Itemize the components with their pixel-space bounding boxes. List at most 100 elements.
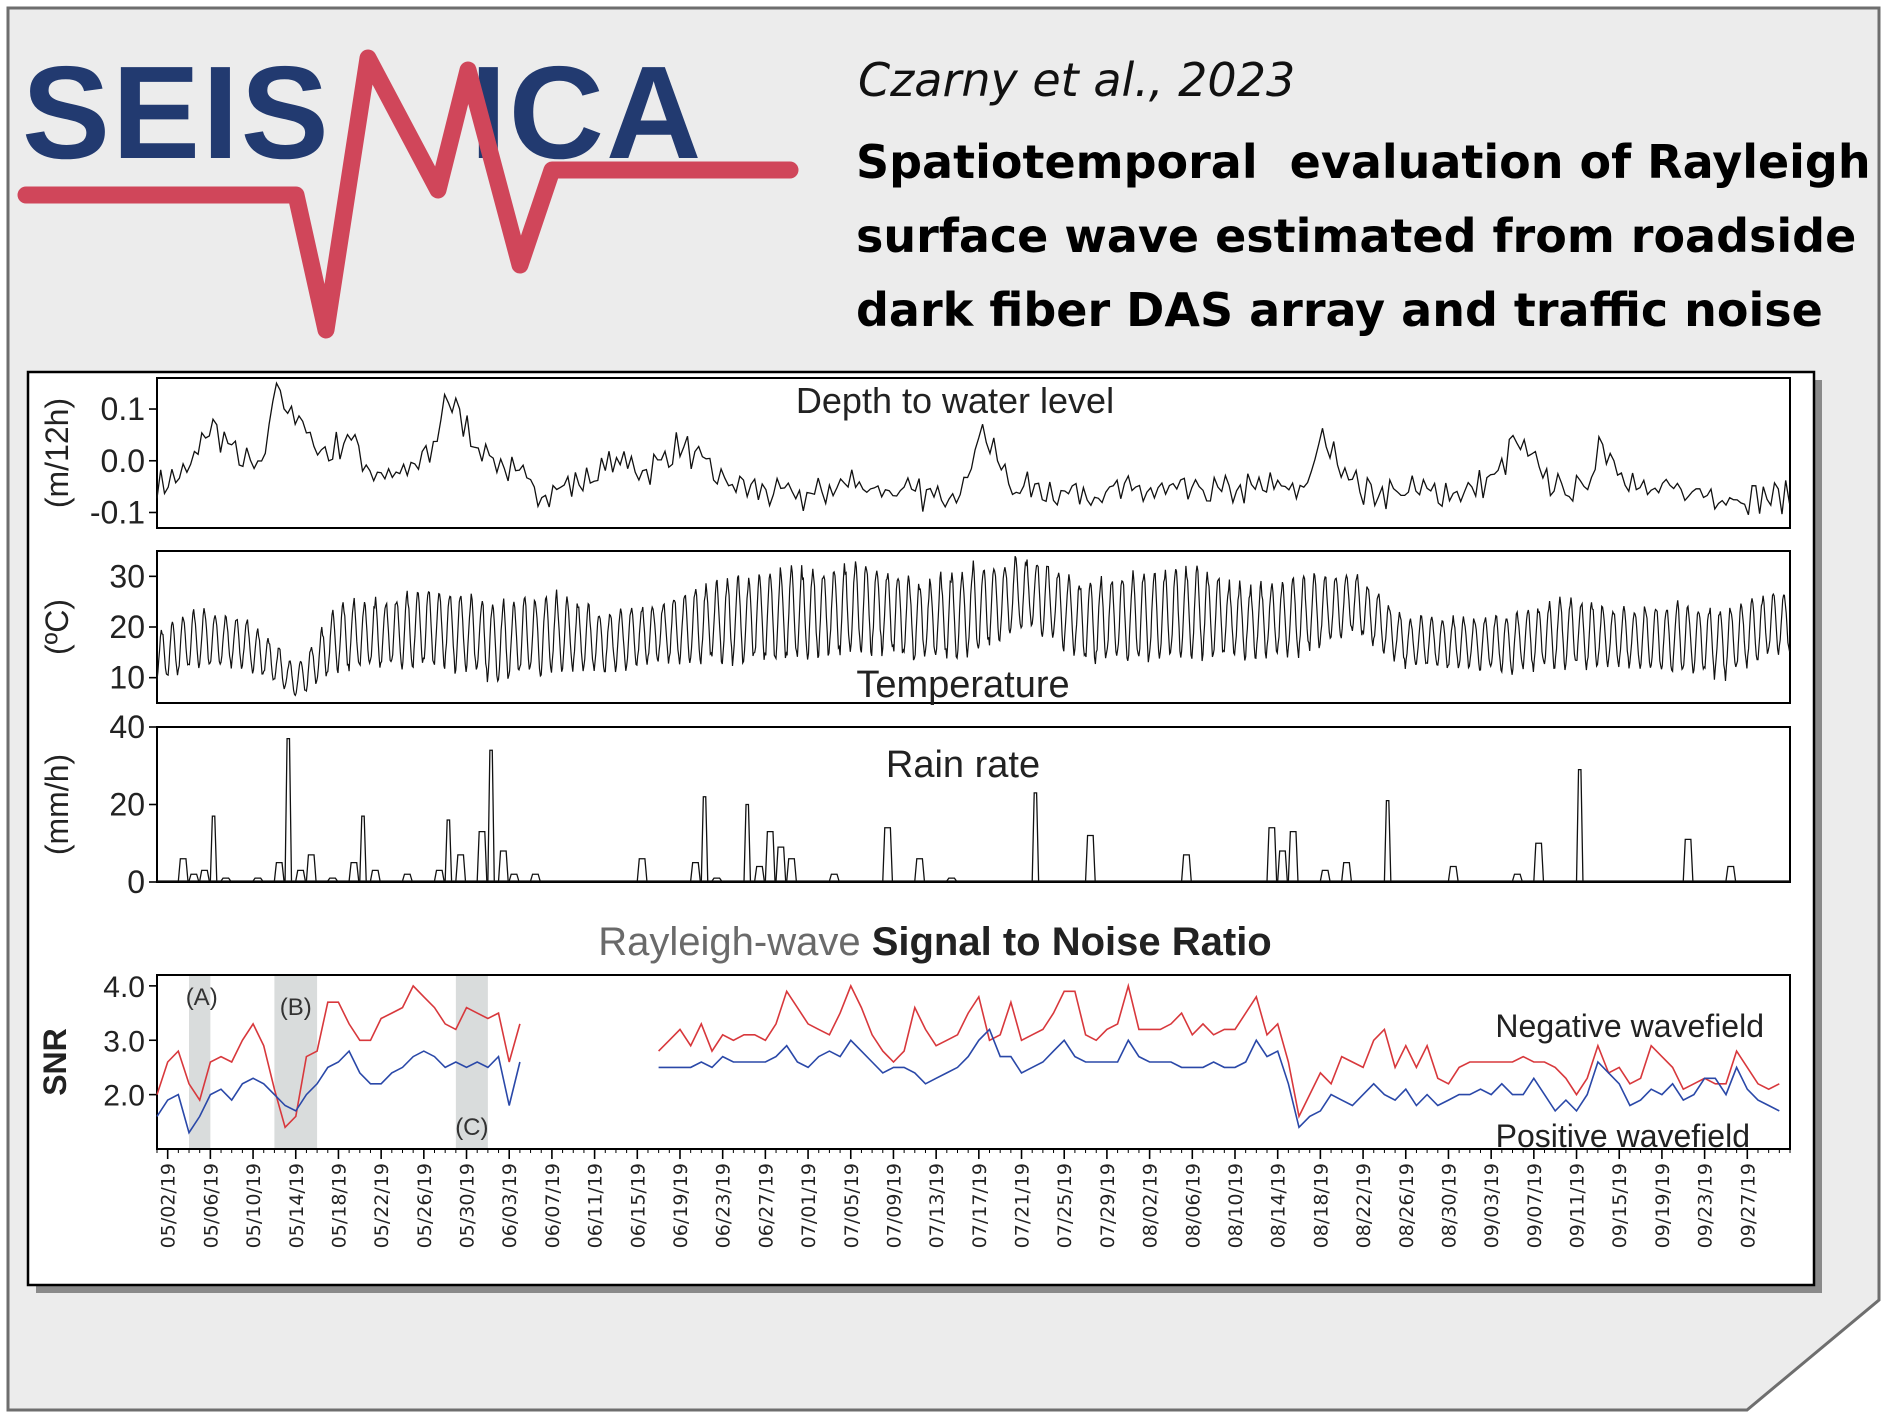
date-tick-label: 06/03/19 (499, 1163, 521, 1248)
rain-event (209, 815, 218, 882)
rain-event (295, 869, 306, 882)
date-tick-label: 05/30/19 (457, 1163, 479, 1248)
rain-event (508, 873, 520, 882)
rain-event (284, 737, 293, 882)
panel-2-ytick-label: 30 (109, 558, 145, 594)
date-tick-label: 08/02/19 (1140, 1163, 1162, 1248)
rain-event (1383, 799, 1392, 882)
date-tick-label: 08/22/19 (1353, 1163, 1375, 1248)
snr-title-plain: Rayleigh-wave (598, 920, 871, 964)
date-tick-label: 08/18/19 (1310, 1163, 1332, 1248)
date-tick-label: 07/25/19 (1054, 1163, 1076, 1248)
date-tick-label: 09/03/19 (1481, 1163, 1503, 1248)
legend-negative-wavefield: Negative wavefield (1495, 1008, 1764, 1044)
panel-1-ylabel: (m/12h) (39, 398, 75, 508)
rain-event (743, 803, 752, 882)
date-tick-label: 09/15/19 (1609, 1163, 1631, 1248)
shaded-period-b (274, 975, 318, 1149)
date-tick-label: 07/29/19 (1097, 1163, 1119, 1248)
panel-3-ytick-label: 20 (109, 787, 145, 823)
rain-event (882, 827, 894, 882)
date-tick-label: 06/11/19 (585, 1163, 607, 1248)
figure-frame (26, 370, 1816, 1287)
rain-event (1725, 865, 1737, 882)
date-tick-label: 08/26/19 (1396, 1163, 1418, 1248)
rain-event (359, 815, 367, 882)
panel-4-ytick-label: 2.0 (103, 1080, 145, 1113)
date-tick-label: 05/18/19 (328, 1163, 350, 1248)
seismica-logo: SEIS ICA (17, 39, 799, 339)
rain-event (433, 869, 445, 882)
rain-event (946, 877, 957, 882)
panel-3-ylabel: (mm/h) (39, 754, 75, 855)
rain-event (487, 749, 495, 882)
date-tick-label: 08/10/19 (1225, 1163, 1247, 1248)
rain-event (497, 850, 509, 882)
panel-4-ylabel: SNR (37, 1028, 73, 1096)
positive-wavefield-line (156, 1049, 521, 1135)
date-tick-label: 06/23/19 (713, 1163, 735, 1248)
rain-event (754, 865, 765, 882)
title-line-1: Spatiotemporal evaluation of Rayleigh (856, 135, 1871, 189)
rain-event (455, 854, 467, 882)
panel-4-ytick-label: 3.0 (103, 1025, 145, 1058)
date-tick-label: 05/14/19 (286, 1163, 308, 1248)
rain-event (690, 861, 701, 882)
date-tick-label: 05/10/19 (243, 1163, 265, 1248)
rain-event (1341, 861, 1352, 882)
panel-2-ylabel: (ºC) (39, 599, 75, 655)
rain-event (348, 861, 360, 882)
rain-event (1084, 834, 1096, 882)
rain-event (1447, 865, 1459, 882)
date-tick-label: 09/19/19 (1652, 1163, 1674, 1248)
rain-event (444, 819, 453, 882)
panel-2-ytick-label: 20 (109, 609, 145, 645)
rain-event (636, 858, 648, 882)
rain-event (1277, 850, 1288, 882)
rain-event (177, 858, 189, 882)
date-tick-label: 06/27/19 (755, 1163, 777, 1248)
panel-2-title: Temperature (856, 664, 1069, 706)
shaded-period-label: (B) (280, 994, 312, 1021)
rain-event (1682, 838, 1694, 882)
shaded-period-label: (A) (186, 984, 218, 1011)
rain-event (305, 854, 317, 882)
rain-event (775, 846, 787, 882)
rain-event (252, 877, 264, 882)
rain-event (220, 877, 232, 882)
logo-wave-icon (17, 49, 799, 339)
rain-event (529, 873, 541, 882)
title-line-3: dark fiber DAS array and traffic noise (856, 283, 1823, 337)
date-tick-label: 07/01/19 (798, 1163, 820, 1248)
rain-event (786, 858, 797, 882)
citation: Czarny et al., 2023 (858, 53, 1295, 107)
snr-title-bold: Signal to Noise Ratio (872, 920, 1272, 964)
panel-4-ytick-label: 4.0 (103, 971, 145, 1004)
title-line-2: surface wave estimated from roadside (856, 209, 1856, 263)
logo-wordmark-left: SEIS (22, 39, 331, 186)
rain-event (1511, 873, 1523, 882)
rain-event (273, 861, 285, 882)
rain-event (188, 873, 200, 882)
panel-1-frame (156, 377, 1791, 529)
date-tick-label: 05/02/19 (158, 1163, 180, 1248)
panel-3-ytick-label: 40 (109, 709, 145, 745)
panel-2-ytick-label: 10 (109, 660, 145, 696)
plots-layer: 0.1 0.0 -0.1 (m/12h) Depth to water level 30 2… (37, 377, 1791, 1248)
date-tick-label: 08/06/19 (1182, 1163, 1204, 1248)
date-tick-label: 07/09/19 (883, 1163, 905, 1248)
panel-1-ytick-label: -0.1 (90, 494, 145, 530)
rain-event (1533, 842, 1545, 882)
rain-event (1319, 869, 1331, 882)
date-tick-label: 05/06/19 (200, 1163, 222, 1248)
rain-event (700, 796, 709, 882)
panel-3-title: Rain rate (886, 744, 1040, 786)
date-tick-label: 05/22/19 (371, 1163, 393, 1248)
date-tick-label: 07/17/19 (969, 1163, 991, 1248)
shaded-period-label: (C) (455, 1114, 488, 1141)
rain-event (1266, 827, 1278, 882)
date-tick-label: 07/21/19 (1012, 1163, 1034, 1248)
negative-wavefield-line (658, 982, 1780, 1119)
rain-event (828, 873, 840, 882)
